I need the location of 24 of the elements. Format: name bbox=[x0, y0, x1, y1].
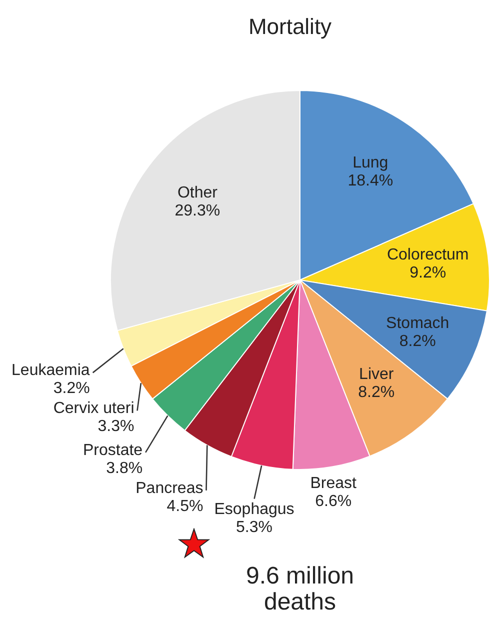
data-label: 4.5% bbox=[166, 498, 204, 515]
data-label: 8.2% bbox=[399, 333, 436, 350]
slice-label: Liver bbox=[359, 366, 394, 384]
slice-label: Pancreas bbox=[136, 480, 204, 497]
slice-label: Prostate bbox=[82, 442, 143, 459]
text: 9.6 million deaths bbox=[246, 562, 354, 616]
data-label: 9.2% bbox=[410, 264, 446, 282]
data-label: 3.2% bbox=[53, 380, 90, 398]
slice-label: Lung bbox=[352, 154, 388, 172]
data-label: 5.3% bbox=[236, 519, 273, 536]
data-label: 6.6% bbox=[315, 493, 352, 510]
data-label: 8.2% bbox=[358, 384, 395, 402]
chart-title: Mortality bbox=[248, 14, 332, 40]
slice-label: Other bbox=[177, 184, 218, 202]
data-label: 3.8% bbox=[106, 460, 143, 477]
slice-label: Colorectum bbox=[386, 246, 469, 264]
data-label: 29.3% bbox=[174, 202, 220, 220]
slice-label: Esophagus bbox=[214, 501, 294, 518]
slice-label: Stomach bbox=[386, 315, 450, 332]
data-label: 3.3% bbox=[98, 418, 134, 436]
slice-label: Leukaemia bbox=[12, 362, 90, 380]
data-label: 18.4% bbox=[348, 172, 394, 190]
slice-label: Cervix uteri bbox=[53, 400, 134, 418]
slice-label: Breast bbox=[310, 475, 358, 492]
